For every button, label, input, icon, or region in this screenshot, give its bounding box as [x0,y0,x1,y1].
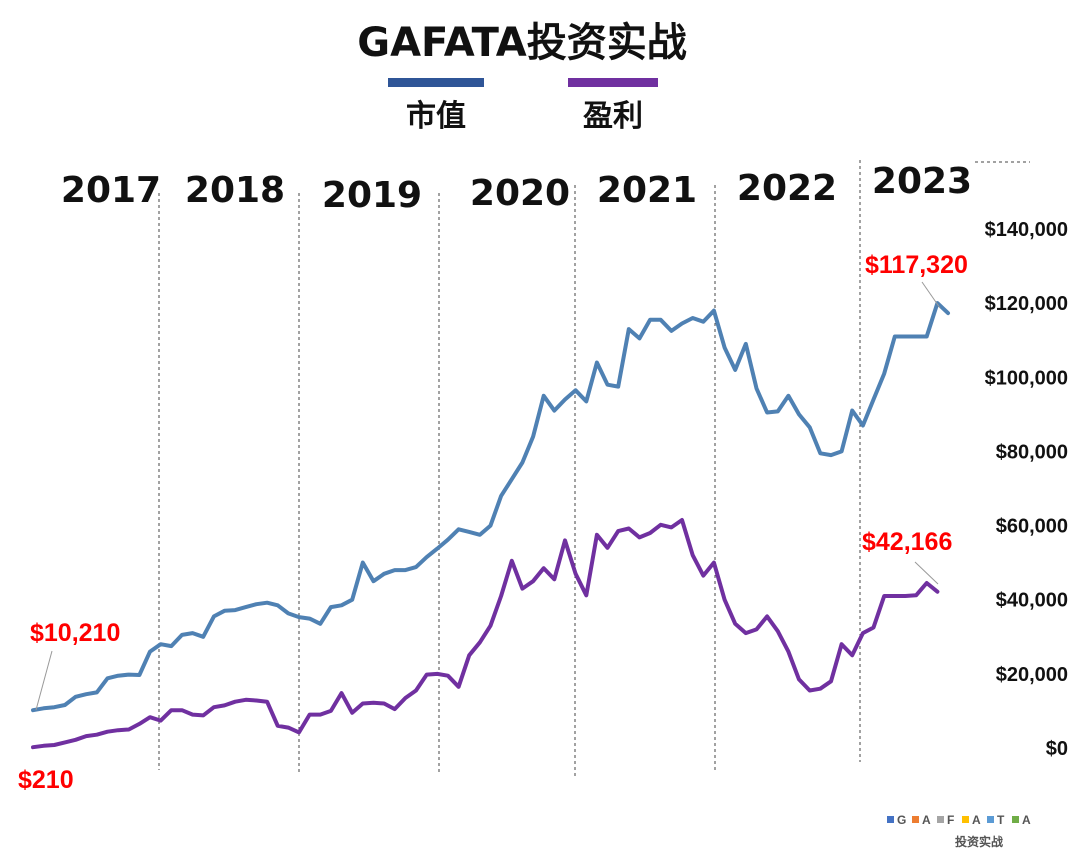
series-line-profit [31,518,940,750]
watermark-square [937,816,944,823]
chart-title: GAFATA投资实战 [357,20,687,66]
annotation-label: $10,210 [30,619,120,647]
y-tick-label: $80,000 [996,441,1068,463]
year-label-2023: 2023 [872,161,972,202]
y-axis: $0 $20,000 $40,000 $60,000 $80,000 $100,000 $1… [985,219,1068,760]
watermark-square [987,816,994,823]
series-line-market-value [31,301,950,713]
annotation-label: $210 [18,766,74,794]
y-tick-label: $40,000 [996,590,1068,612]
y-tick-label: $20,000 [996,664,1068,686]
legend-label-profit: 盈利 [583,99,643,134]
y-tick-label: $140,000 [985,219,1068,241]
watermark-letter: A [922,813,931,827]
y-tick-label: $100,000 [985,367,1068,389]
watermark-square [1012,816,1019,823]
y-tick-label: $60,000 [996,516,1068,538]
year-labels: 2017 2018 2019 2020 2021 2022 2023 [61,161,972,216]
y-tick-label: $0 [1046,738,1068,760]
annotation-leader [35,650,53,711]
year-label-2019: 2019 [322,175,422,216]
watermark-caption: 投资实战 [955,834,1003,849]
watermark-square [887,816,894,823]
watermark-letter: A [972,813,981,827]
year-label-2020: 2020 [470,173,570,214]
year-label-2022: 2022 [737,168,837,209]
watermark-logo: G A F A T A 投资实战 [887,813,1031,849]
legend: 市值 盈利 [388,78,658,134]
watermark-letter: G [897,813,906,827]
watermark-letter: A [1022,813,1031,827]
annotation-label: $117,320 [865,251,968,279]
watermark-letter: T [997,813,1005,827]
legend-swatch-market-value [388,78,484,87]
y-tick-label: $120,000 [985,293,1068,315]
legend-label-market-value: 市值 [406,99,466,134]
annotations: $10,210 $210 $117,320 $42,166 [18,251,968,794]
watermark-square [962,816,969,823]
year-label-2018: 2018 [185,170,285,211]
legend-swatch-profit [568,78,658,87]
watermark-letter: F [947,813,954,827]
annotation-leader [921,281,941,309]
year-label-2017: 2017 [61,170,161,211]
annotation-label: $42,166 [862,528,952,556]
year-label-2021: 2021 [597,170,697,211]
annotation-leader [914,561,939,585]
watermark-square [912,816,919,823]
series-lines [31,301,950,750]
